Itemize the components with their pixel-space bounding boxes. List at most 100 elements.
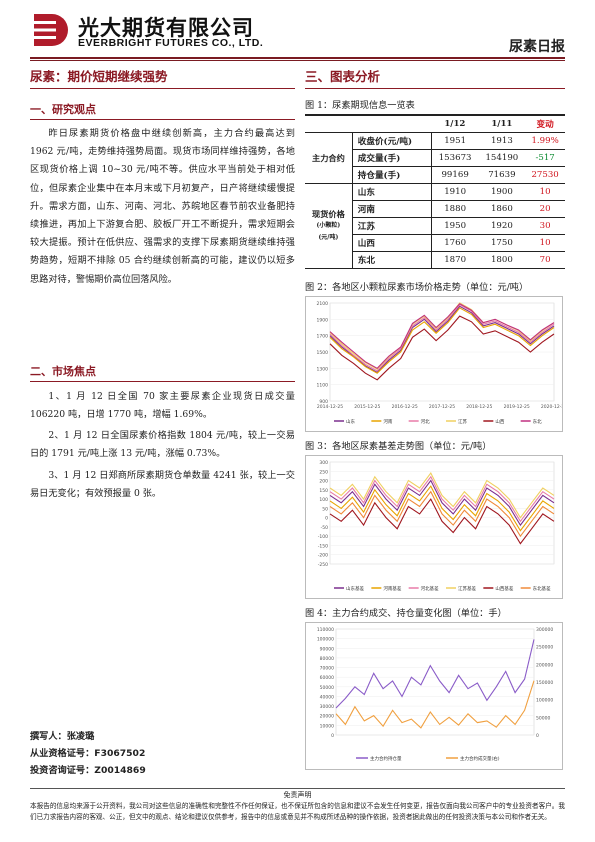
- legend-label: 东北: [533, 418, 542, 425]
- row-label: 河南: [352, 199, 432, 218]
- series-line: [335, 680, 535, 729]
- y-tick-label: 900: [319, 399, 328, 405]
- row-label: 成交量(手): [352, 148, 432, 167]
- disclaimer: 免责声明 本报告的信息均来源于公开资料，我公司对这些信息的准确性和完整性不作任何…: [30, 788, 565, 823]
- col-date-today: 1/12: [431, 114, 479, 133]
- value-prev: 1920: [478, 216, 526, 235]
- fig4-caption: 图 4：主力合约成交、持仓量变化图（单位：手）: [305, 607, 507, 619]
- value-prev: 1800: [478, 250, 526, 269]
- y-left-tick-label: 0: [331, 733, 334, 739]
- table-row: 主力合约 收盘价(元/吨) 1951 1913 1.99%: [305, 131, 565, 184]
- legend-label: 主力合约成交量(右): [460, 755, 500, 762]
- y-tick-label: 1900: [317, 317, 329, 323]
- table-row: 江苏 1950 1920 30: [305, 216, 565, 235]
- x-tick-label: 2014-12-25: [317, 404, 343, 410]
- x-tick-label: 2016-12-25: [392, 404, 418, 410]
- value-today: 1870: [431, 250, 479, 269]
- y-tick-label: -100: [318, 534, 328, 540]
- legend-label: 山西: [495, 418, 504, 425]
- legend-label: 河北基差: [421, 585, 439, 592]
- group-spot-price: 现货价格 (小颗粒) (元/吨): [305, 182, 353, 269]
- value-prev: 1900: [478, 182, 526, 201]
- y-right-tick-label: 50000: [536, 715, 550, 721]
- company-logo-icon: [30, 12, 70, 48]
- focus-heading: 二、市场焦点: [30, 363, 295, 382]
- row-label: 江苏: [352, 216, 432, 235]
- fig2-chart: 900 1100 1300 1500 1700 1900 2100 2014-12-25 201…: [305, 295, 567, 432]
- header-divider: [30, 57, 565, 59]
- y-tick-label: 1100: [317, 382, 329, 388]
- table-row: 成交量(手) 153673 154190 -517: [305, 148, 565, 167]
- y-left-tick-label: 50000: [320, 684, 334, 690]
- value-today: 1760: [431, 233, 479, 252]
- series-line: [329, 302, 555, 369]
- value-prev: 1750: [478, 233, 526, 252]
- y-left-tick-label: 90000: [320, 646, 334, 652]
- value-change: 70: [525, 250, 565, 269]
- y-left-tick-label: 20000: [320, 713, 334, 719]
- company-name-cn: 光大期货有限公司: [78, 16, 254, 40]
- series-line: [329, 475, 555, 522]
- y-tick-label: 2100: [317, 301, 329, 307]
- legend-label: 山东: [346, 418, 355, 425]
- y-tick-label: 250: [319, 469, 328, 475]
- row-label: 持仓量(手): [352, 165, 432, 184]
- y-right-tick-label: 250000: [536, 644, 553, 650]
- y-tick-label: 1700: [317, 333, 329, 339]
- legend-label: 山西基差: [495, 585, 513, 592]
- value-prev: 71639: [478, 165, 526, 184]
- value-today: 99169: [431, 165, 479, 184]
- group-spot-sub2: (元/吨): [318, 233, 339, 241]
- value-change: 1.99%: [525, 131, 565, 150]
- value-change: 10: [525, 182, 565, 201]
- page-header: 光大期货有限公司 EVERBRIGHT FUTURES CO., LTD. 尿素…: [0, 0, 595, 61]
- y-left-tick-label: 10000: [320, 723, 334, 729]
- value-today: 153673: [431, 148, 479, 167]
- value-change: -517: [525, 148, 565, 167]
- series-line: [329, 490, 555, 537]
- y-left-tick-label: 110000: [317, 627, 334, 633]
- legend-label: 江苏基差: [458, 585, 476, 592]
- disclaimer-title: 免责声明: [283, 791, 312, 799]
- value-prev: 1913: [478, 131, 526, 150]
- series-line: [329, 306, 555, 374]
- table-header-row: 1/12 1/11 变动: [305, 114, 565, 133]
- x-tick-label: 2018-12-25: [466, 404, 492, 410]
- series-line: [329, 478, 555, 526]
- legend-label: 江苏: [458, 418, 467, 425]
- disclaimer-text: 本报告的信息均来源于公开资料，我公司对这些信息的准确性和完整性不作任何保证，也不…: [30, 802, 565, 821]
- series-line: [329, 314, 555, 380]
- row-label: 山东: [352, 182, 432, 201]
- fig3-chart: -250 -200 -150 -100 -50 0 50 100 150 200 250 300 山东基…: [305, 454, 563, 599]
- x-tick-label: 2015-12-25: [354, 404, 380, 410]
- legend-label: 河北: [421, 418, 430, 425]
- fig3-caption: 图 3：各地区尿素基差走势图（单位：元/吨）: [305, 440, 492, 452]
- group-main-contract: 主力合约: [305, 131, 353, 184]
- y-tick-label: -250: [318, 562, 328, 568]
- series-line: [335, 638, 535, 708]
- y-left-tick-label: 30000: [320, 704, 334, 710]
- focus-item-1: 1、1 月 12 日全国 70 家主要尿素企业现货日成交量 106220 吨，日…: [30, 390, 295, 421]
- table-row: 持仓量(手) 99169 71639 27530: [305, 165, 565, 184]
- x-tick-label: 2017-12-25: [429, 404, 455, 410]
- row-label: 收盘价(元/吨): [352, 131, 432, 150]
- research-paragraph: 昨日尿素期货价格盘中继续创新高，主力合约最高达到 1962 元/吨，走势维持强势…: [30, 128, 295, 285]
- value-today: 1951: [431, 131, 479, 150]
- x-tick-label: 2019-12-25: [504, 404, 530, 410]
- legend-label: 主力合约持仓量: [370, 755, 402, 762]
- y-tick-label: -200: [318, 552, 328, 558]
- company-name-en: EVERBRIGHT FUTURES CO., LTD.: [78, 37, 264, 49]
- chart-section-title: 三、图表分析: [305, 64, 565, 89]
- series-line: [329, 305, 555, 373]
- y-tick-label: -150: [318, 543, 328, 549]
- y-left-tick-label: 100000: [317, 636, 334, 642]
- fig1-caption: 图 1：尿素期现信息一览表: [305, 100, 415, 111]
- value-change: 20: [525, 199, 565, 218]
- row-label: 山西: [352, 233, 432, 252]
- value-prev: 1860: [478, 199, 526, 218]
- series-line: [329, 484, 555, 532]
- y-tick-label: 50: [322, 506, 328, 512]
- summary-table: 1/12 1/11 变动 主力合约 收盘价(元/吨) 1951 1913 1.99% 成交…: [305, 114, 565, 269]
- series-line: [329, 301, 555, 370]
- author-block: 撰写人：张凌璐 从业资格证号：F3067502 投资咨询证号：Z0014869: [30, 728, 146, 779]
